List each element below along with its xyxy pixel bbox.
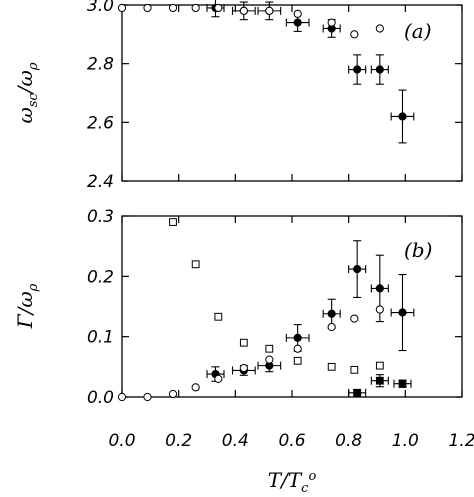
- panel-a-filled-circle-point: [398, 112, 407, 121]
- panel-b-filled-circle-point: [353, 264, 362, 274]
- panel-a-y-tick-label: 3.0: [87, 0, 114, 16]
- panel-b-y-tick-label: 0.0: [87, 388, 114, 408]
- panel-a-open-circle-point: [191, 3, 200, 13]
- panel-b-open-square-point: [327, 362, 336, 371]
- panel-b-open-square-point: [191, 260, 200, 269]
- panel-a-open-circle-point: [350, 30, 359, 39]
- panel-b-open-circle-point: [239, 363, 248, 373]
- panel-a-y-tick-label: 2.4: [87, 172, 114, 192]
- panel-a-open-circle-point: [327, 18, 336, 27]
- x-tick-label: 0.2: [165, 431, 192, 451]
- panel-b-open-square-point: [375, 361, 384, 370]
- panel-b-filled-circle-point: [398, 308, 407, 317]
- panel-a-open-circle-point: [239, 6, 248, 15]
- x-axis-label: T/Tco: [268, 468, 317, 496]
- panel-b-filled-circle-point: [293, 333, 302, 342]
- panel-b: 0.0 0.1 0.2 0.3 0.0 0.2 0.4 0.6 0.8 1.0 1.2 (b) Γ…: [13, 207, 474, 496]
- panel-b-open-circle-point: [214, 374, 223, 383]
- panel-b-open-circle-point: [327, 322, 336, 332]
- panel-b-y-tick-label: 0.2: [87, 267, 114, 287]
- x-tick-label: 0.6: [278, 431, 305, 451]
- panel-b-label: (b): [404, 238, 432, 262]
- panel-a-filled-circle-point: [375, 65, 384, 74]
- panel-b-open-square-point: [169, 218, 177, 226]
- panel-a: 2.4 2.6 2.8 3.0 (a) ωsc/ωρ: [13, 0, 463, 192]
- panel-a-open-circle-point: [375, 24, 384, 33]
- panel-b-y-ticks: 0.0 0.1 0.2 0.3: [87, 207, 462, 408]
- panel-a-open-circle-point: [265, 6, 274, 15]
- x-tick-label: 1.2: [448, 431, 474, 451]
- panel-a-open-circle-point: [143, 3, 152, 13]
- panel-a-open-circle-point: [293, 9, 302, 18]
- panel-b-x-ticks: 0.0 0.2 0.4 0.6 0.8 1.0 1.2: [108, 216, 474, 451]
- panel-b-filled-square-point: [398, 379, 407, 388]
- panel-b-filled-square-point: [375, 376, 384, 385]
- panel-a-open-circle-point: [117, 3, 127, 13]
- panel-b-open-circle-point: [265, 355, 274, 364]
- panel-b-open-square-point: [214, 312, 223, 321]
- panel-a-y-tick-label: 2.6: [87, 113, 114, 133]
- x-tick-label: 0.8: [335, 431, 362, 451]
- panel-b-filled-circle-point: [327, 309, 336, 318]
- panel-a-open-circle-point: [214, 3, 223, 13]
- x-tick-label: 0.4: [222, 431, 249, 451]
- panel-a-label: (a): [404, 19, 432, 43]
- panel-b-filled-circle-point: [375, 284, 384, 293]
- panel-b-open-square-point: [350, 365, 359, 374]
- panel-b-open-square-point: [265, 344, 274, 353]
- panel-b-open-square-point: [293, 356, 302, 365]
- panel-b-open-circle-point: [293, 344, 302, 353]
- panel-a-y-axis-label: ωsc/ωρ: [13, 62, 41, 123]
- panel-b-open-circle-point: [143, 392, 152, 402]
- panel-b-y-axis-label: Γ/ωρ: [13, 283, 41, 329]
- panel-b-open-square-point: [239, 338, 248, 347]
- panel-b-open-circle-point: [350, 314, 359, 323]
- panel-a-y-tick-label: 2.8: [87, 55, 114, 75]
- panel-b-filled-square-point: [353, 388, 362, 397]
- panel-b-y-tick-label: 0.3: [87, 207, 114, 227]
- panel-a-marks: [117, 0, 415, 144]
- panel-b-open-circle-point: [168, 389, 178, 399]
- panel-a-open-circle-point: [168, 3, 178, 13]
- panel-b-marks: [117, 218, 415, 402]
- panel-b-open-circle-point: [117, 392, 127, 402]
- panel-b-open-circle-point: [375, 305, 384, 314]
- panel-b-open-circle-point: [191, 383, 200, 392]
- x-tick-label: 0.0: [108, 431, 135, 451]
- panel-a-filled-circle-point: [293, 18, 302, 27]
- panel-b-y-tick-label: 0.1: [87, 328, 114, 348]
- panel-a-filled-circle-point: [353, 65, 362, 74]
- x-tick-label: 1.0: [392, 431, 419, 451]
